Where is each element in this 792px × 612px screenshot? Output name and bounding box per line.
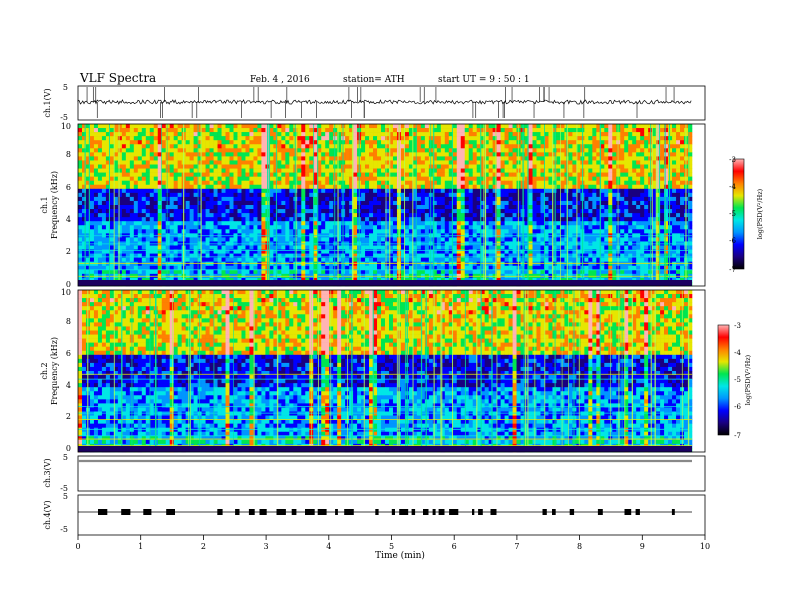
ch1-waveform-ylabel: ch.1(V) [43,88,52,117]
time-axis-tick-label-3: 3 [264,542,269,551]
time-axis: 0 1 2 3 4 5 6 7 8 9 10 [75,535,710,551]
ch1-waveform-panel: 5 -5 ch.1(V) [43,83,706,122]
ch4-waveform-pulses [98,509,675,515]
time-axis-tick-label-2: 2 [201,542,206,551]
ch1-colorbar-tick-m5: -5 [729,210,736,218]
ch2-colorbar-tick-m6: -6 [734,403,741,411]
ch2-colorbar-gradient [718,325,729,435]
ch1-freq-tick-10: 10 [61,122,71,131]
ch3-waveform-ylabel: ch.3(V) [43,458,52,487]
ch2-freq-tick-6: 6 [66,349,71,358]
time-axis-tick-label-8: 8 [577,542,582,551]
ch1-colorbar-gradient [733,159,744,269]
ch1-colorbar: -3 -4 -5 -6 -7 log(PSD(V²/Hz) [729,156,764,274]
ch2-colorbar-tick-m5: -5 [734,376,741,384]
ch1-freq-tick-6: 6 [66,183,71,192]
ch1-spectrogram-frame [77,123,706,287]
ch4-waveform-ylabel: ch.4(V) [43,500,52,529]
ch2-colorbar-tick-m3: -3 [734,322,741,330]
ch1-spectrogram-ylabel-channel: ch.1 [40,196,49,213]
ch1-colorbar-tick-m7: -7 [729,266,736,274]
ch2-freq-tick-2: 2 [66,412,71,421]
time-axis-tick-label-1: 1 [138,542,143,551]
ch1-freq-tick-8: 8 [66,150,71,159]
ch2-spectrogram-image [78,290,693,453]
start-time-label: start UT = 9 : 50 : 1 [438,75,530,85]
ch2-colorbar-label: log(PSD(V²/Hz) [744,354,752,405]
ch2-freq-tick-4: 4 [66,381,71,390]
time-axis-label: Time (min) [375,550,425,561]
ch2-frequency-ticks: 0 2 4 6 8 10 [61,288,71,453]
ch2-spectrogram-ylabel-freq: Frequency (kHz) [50,337,59,405]
time-axis-tick-label-5: 5 [389,542,394,551]
ch1-waveform-spikes [86,87,675,118]
ch4-ytick-top: 5 [63,492,68,501]
ch1-colorbar-tick-m3: -3 [729,156,736,164]
ch1-freq-tick-0: 0 [66,280,71,289]
ch1-colorbar-frame [732,158,745,270]
ch1-colorbar-tick-m6: -6 [729,237,736,245]
ch3-ytick-top: 5 [63,453,68,462]
ch2-spectrogram-ylabel-channel: ch.2 [40,362,49,379]
ch1-freq-tick-4: 4 [66,215,71,224]
ch2-spectrogram-frame [77,289,706,453]
station-label: station= ATH [343,75,405,85]
ch3-waveform-panel: 5 -5 ch.3(V) [43,453,706,493]
time-axis-tick-label-6: 6 [452,542,457,551]
ch4-ytick-bottom: -5 [60,525,68,534]
ch2-colorbar-tick-m4: -4 [734,349,741,357]
figure-title: VLF Spectra [79,71,156,85]
ch2-freq-tick-0: 0 [66,444,71,453]
ch1-freq-tick-2: 2 [66,247,71,256]
ch2-colorbar-tick-m7: -7 [734,432,741,440]
time-axis-tick-label-10: 10 [700,542,710,551]
ch2-freq-tick-8: 8 [66,317,71,326]
ch1-ytick-top: 5 [63,83,68,92]
date-label: Feb. 4 , 2016 [250,75,310,85]
ch1-spectrogram-image [78,124,693,287]
ch1-frequency-ticks: 0 2 4 6 8 10 [61,122,71,289]
time-axis-tick-label-9: 9 [640,542,645,551]
ch1-spectrogram-panel: 0 2 4 6 8 10 ch.1 Frequency (kHz) [40,122,706,289]
time-axis-tick-label-7: 7 [514,542,519,551]
ch1-ytick-bottom: -5 [60,113,68,122]
ch2-colorbar-frame [717,324,730,436]
ch2-freq-tick-10: 10 [61,288,71,297]
ch2-colorbar: -3 -4 -5 -6 -7 log(PSD(V²/Hz) [717,322,752,440]
ch1-waveform-trace [77,99,692,105]
ch1-colorbar-tick-m4: -4 [729,183,736,191]
ch1-waveform-frame [77,85,706,121]
ch3-waveform-frame [77,455,706,492]
ch1-colorbar-label: log(PSD(V²/Hz) [756,188,764,239]
ch3-ytick-bottom: -5 [60,484,68,493]
time-axis-tick-label-4: 4 [326,542,331,551]
ch2-spectrogram-panel: 0 2 4 6 8 10 ch.2 Frequency (kHz) [40,288,706,453]
ch4-waveform-panel: 5 -5 ch.4(V) [43,492,706,536]
ch1-spectrogram-ylabel-freq: Frequency (kHz) [50,171,59,239]
time-axis-tick-label-0: 0 [75,542,80,551]
